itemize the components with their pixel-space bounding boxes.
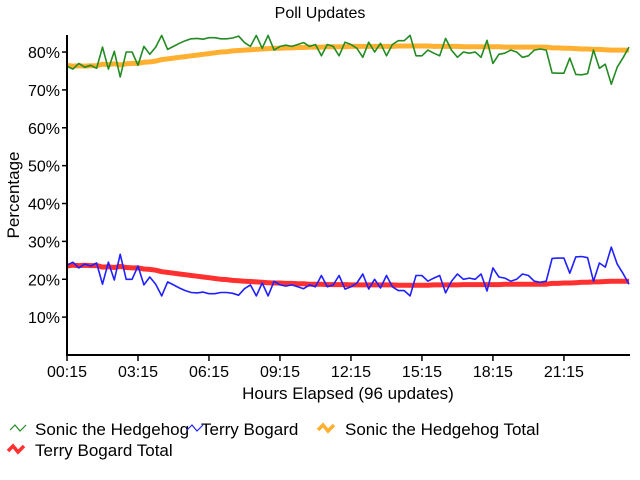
legend-icon-sonic-the-hedgehog bbox=[9, 424, 27, 432]
legend-label-terry-bogard: Terry Bogard bbox=[201, 420, 298, 439]
x-tick-label: 18:15 bbox=[473, 364, 513, 381]
x-tick-label: 15:15 bbox=[402, 364, 442, 381]
x-tick-label: 06:15 bbox=[189, 364, 229, 381]
y-tick-label: 10% bbox=[28, 310, 60, 327]
legend-label-terry-bogard-total: Terry Bogard Total bbox=[35, 441, 173, 460]
x-tick-label: 21:15 bbox=[544, 364, 584, 381]
y-tick-label: 60% bbox=[28, 121, 60, 138]
legend-icon-terry-bogard bbox=[186, 424, 204, 432]
y-tick-label: 70% bbox=[28, 83, 60, 100]
series-line-terry-bogard-total bbox=[66, 262, 629, 288]
legend-label-sonic-the-hedgehog: Sonic the Hedgehog bbox=[35, 420, 189, 439]
x-axis-label: Hours Elapsed (96 updates) bbox=[242, 384, 454, 403]
y-tick-label: 40% bbox=[28, 197, 60, 214]
series-line-sonic-the-hedgehog bbox=[66, 34, 630, 85]
legend-label-sonic-the-hedgehog-total: Sonic the Hedgehog Total bbox=[345, 420, 539, 439]
y-tick-label: 20% bbox=[28, 272, 60, 289]
y-tick-label: 30% bbox=[28, 234, 60, 251]
x-tick-label: 03:15 bbox=[118, 364, 158, 381]
series-line-terry-bogard bbox=[66, 246, 630, 297]
x-tick-label: 09:15 bbox=[260, 364, 300, 381]
legend-icon-terry-bogard-total bbox=[6, 443, 26, 455]
y-tick-label: 50% bbox=[28, 159, 60, 176]
x-tick-label: 12:15 bbox=[331, 364, 371, 381]
y-axis-label: Percentage bbox=[4, 152, 23, 239]
chart-title: Poll Updates bbox=[275, 5, 366, 22]
x-tick-label: 00:15 bbox=[47, 364, 87, 381]
series-line-sonic-the-hedgehog-total bbox=[66, 43, 629, 69]
legend-icon-sonic-the-hedgehog-total bbox=[316, 422, 336, 434]
y-tick-label: 80% bbox=[28, 45, 60, 62]
